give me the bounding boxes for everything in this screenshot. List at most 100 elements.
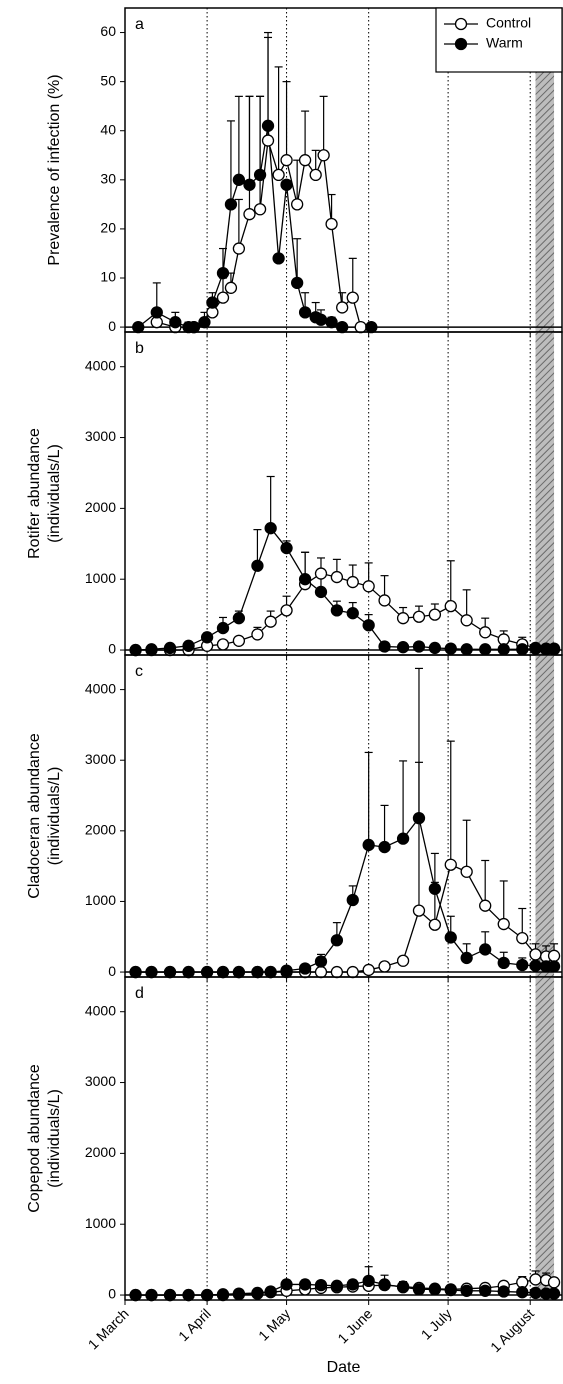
data-point (182, 1288, 195, 1302)
data-point (129, 643, 142, 657)
y-tick-label: 0 (108, 641, 116, 657)
data-point (224, 281, 238, 294)
data-point (547, 960, 561, 973)
data-point (182, 965, 195, 979)
data-point (280, 604, 293, 617)
data-point (479, 1284, 492, 1297)
data-point (216, 638, 230, 651)
data-point (243, 178, 256, 191)
data-point (346, 1278, 359, 1291)
data-point (378, 640, 391, 653)
y-tick-label: 0 (108, 963, 116, 979)
error-bar (234, 95, 243, 180)
error-bar (293, 238, 302, 283)
panel-label: c (135, 663, 143, 680)
y-tick-label: 2000 (85, 1144, 116, 1160)
data-point (412, 904, 426, 917)
data-point (200, 1288, 214, 1302)
data-point (529, 1273, 542, 1286)
data-point (272, 168, 285, 182)
data-point (280, 541, 293, 555)
panel-label: b (135, 340, 144, 357)
data-point (529, 959, 542, 972)
y-tick-label: 1000 (85, 1215, 116, 1231)
data-point (272, 252, 285, 265)
data-point (280, 154, 293, 167)
data-point (150, 306, 163, 319)
data-point (444, 599, 457, 613)
error-bar (399, 760, 408, 839)
data-point (261, 119, 275, 132)
data-point (547, 643, 561, 656)
data-point (428, 641, 442, 655)
data-point (314, 1278, 328, 1292)
data-point (479, 899, 492, 912)
data-point (547, 1287, 561, 1300)
x-tick-label: 1 August (487, 1305, 537, 1355)
y-tick-label: 3000 (85, 1073, 116, 1089)
y-axis-label: Cladoceran abundance (26, 733, 43, 899)
data-point (479, 943, 492, 956)
y-axis-label: Prevalence of infection (%) (46, 74, 63, 265)
data-point (516, 643, 529, 656)
data-point (396, 641, 410, 654)
y-tick-label: 4000 (85, 1002, 116, 1018)
data-point (396, 1281, 410, 1294)
data-point (253, 203, 267, 216)
data-point (516, 1286, 529, 1299)
data-point (444, 1283, 457, 1297)
data-point (145, 965, 158, 979)
error-bar (293, 159, 302, 205)
error-bar (266, 475, 275, 529)
shaded-period (535, 8, 555, 332)
data-point (396, 954, 410, 967)
data-point (224, 198, 238, 211)
data-point (314, 567, 328, 580)
legend-marker (454, 37, 468, 51)
shaded-period (535, 977, 555, 1300)
data-point (232, 173, 246, 186)
data-point (460, 614, 473, 627)
data-point (497, 1285, 510, 1298)
x-tick-label: 1 March (85, 1305, 132, 1352)
y-tick-label: 30 (100, 171, 116, 187)
legend-marker (454, 17, 468, 31)
x-tick-label: 1 July (418, 1305, 455, 1342)
error-bar (364, 751, 373, 845)
data-point (346, 291, 359, 304)
data-point (365, 320, 378, 334)
x-tick-label: 1 June (334, 1305, 375, 1346)
data-point (444, 858, 457, 871)
data-point (232, 612, 246, 625)
shaded-period (535, 332, 555, 655)
data-point (516, 932, 529, 945)
y-tick-label: 1000 (85, 570, 116, 586)
data-point (163, 1288, 177, 1302)
y-tick-label: 50 (100, 72, 116, 88)
data-point (198, 316, 211, 329)
y-tick-label: 10 (100, 269, 116, 285)
data-point (145, 1288, 158, 1302)
y-axis-label: Rotifer abundance (26, 428, 43, 559)
data-point (163, 641, 177, 655)
legend-label: Control (486, 15, 531, 31)
data-point (529, 642, 542, 655)
data-point (216, 965, 230, 979)
data-point (314, 955, 328, 968)
data-point (362, 580, 375, 593)
data-point (428, 608, 442, 621)
error-bar (234, 198, 243, 249)
data-point (330, 570, 344, 584)
data-point (516, 958, 529, 972)
data-point (330, 934, 344, 947)
y-tick-label: 2000 (85, 499, 116, 515)
data-point (251, 965, 264, 979)
series-line (156, 140, 362, 328)
data-point (264, 522, 277, 535)
data-point (261, 134, 275, 147)
data-point (280, 178, 293, 191)
y-tick-label: 4000 (85, 357, 116, 373)
data-point (479, 643, 492, 656)
data-point (325, 316, 338, 329)
data-point (325, 217, 338, 231)
